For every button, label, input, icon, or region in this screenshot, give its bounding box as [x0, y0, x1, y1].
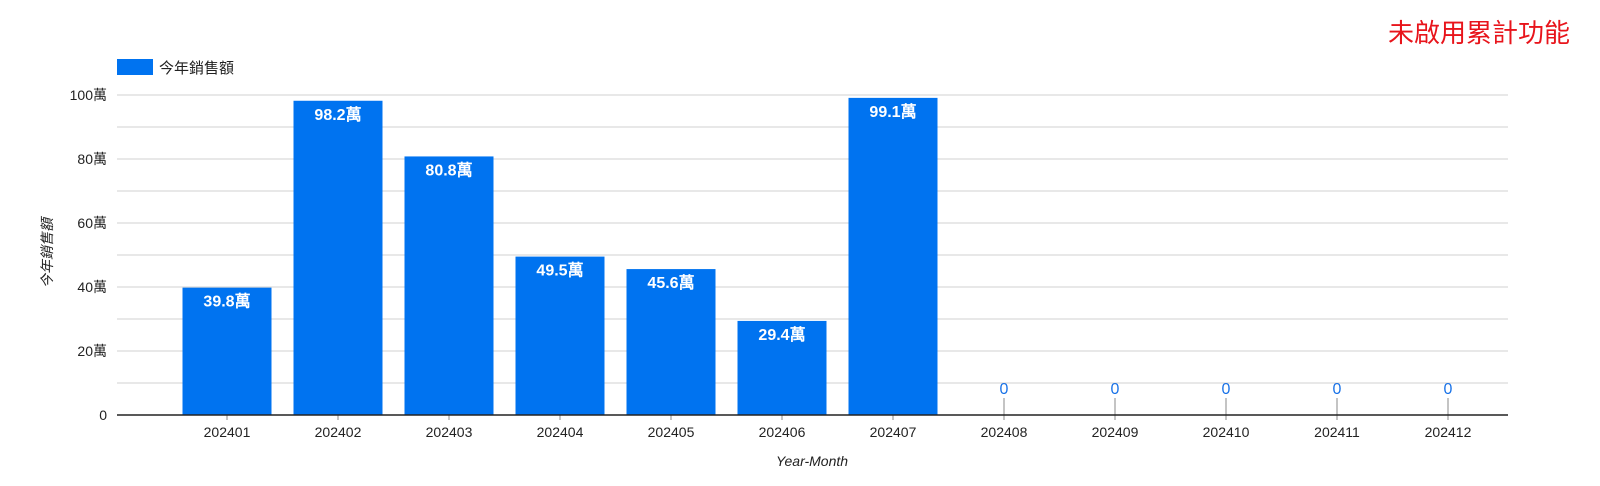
data-label: 0 — [1444, 381, 1453, 398]
bar — [737, 320, 827, 415]
bar — [515, 256, 605, 415]
bar — [404, 156, 494, 415]
x-axis-ticks: 202401 202402 202403 202404 202405 202406 2024… — [204, 415, 1472, 440]
y-axis-title: 今年銷售額 — [39, 215, 55, 288]
y-tick-label: 80萬 — [77, 151, 107, 167]
x-tick-label: 202409 — [1092, 424, 1139, 440]
x-tick-label: 202407 — [870, 424, 917, 440]
y-tick-label: 20萬 — [77, 343, 107, 359]
data-label: 29.4萬 — [758, 325, 805, 344]
bar — [182, 287, 272, 415]
data-label: 49.5萬 — [536, 261, 583, 280]
data-label: 0 — [1222, 381, 1231, 398]
legend-label-series: 今年銷售額 — [159, 60, 234, 77]
data-label: 0 — [1000, 381, 1009, 398]
data-label: 45.6萬 — [647, 273, 694, 292]
x-tick-label: 202406 — [759, 424, 806, 440]
data-label: 80.8萬 — [425, 160, 472, 179]
bar — [848, 97, 938, 415]
bar — [293, 100, 383, 415]
y-axis-ticks: 0 20萬 40萬 60萬 80萬 100萬 — [70, 87, 108, 423]
legend: 今年銷售額 — [117, 59, 234, 77]
x-tick-label: 202412 — [1425, 424, 1472, 440]
x-axis-title: Year-Month — [776, 453, 848, 469]
data-label: 99.1萬 — [869, 102, 916, 121]
x-tick-label: 202408 — [981, 424, 1028, 440]
x-tick-label: 202404 — [537, 424, 584, 440]
y-tick-label: 60萬 — [77, 215, 107, 231]
data-label: 98.2萬 — [314, 105, 361, 124]
data-label: 0 — [1111, 381, 1120, 398]
y-tick-label: 100萬 — [70, 87, 107, 103]
legend-swatch — [117, 59, 153, 75]
bar — [626, 269, 716, 415]
x-tick-label: 202401 — [204, 424, 251, 440]
y-tick-label: 0 — [99, 407, 107, 423]
x-tick-label: 202411 — [1314, 424, 1360, 440]
x-tick-label: 202405 — [648, 424, 695, 440]
x-tick-label: 202402 — [315, 424, 362, 440]
x-tick-label: 202403 — [426, 424, 473, 440]
data-labels: 39.8萬 98.2萬 80.8萬 49.5萬 45.6萬 29.4萬 99.1萬 0 0 0 0 0 — [203, 102, 1453, 415]
data-label: 0 — [1333, 381, 1342, 398]
bars — [182, 97, 938, 415]
x-tick-label: 202410 — [1203, 424, 1250, 440]
corner-note: 未啟用累計功能 — [1388, 18, 1570, 48]
y-tick-label: 40萬 — [77, 279, 107, 295]
data-label: 39.8萬 — [203, 292, 250, 311]
